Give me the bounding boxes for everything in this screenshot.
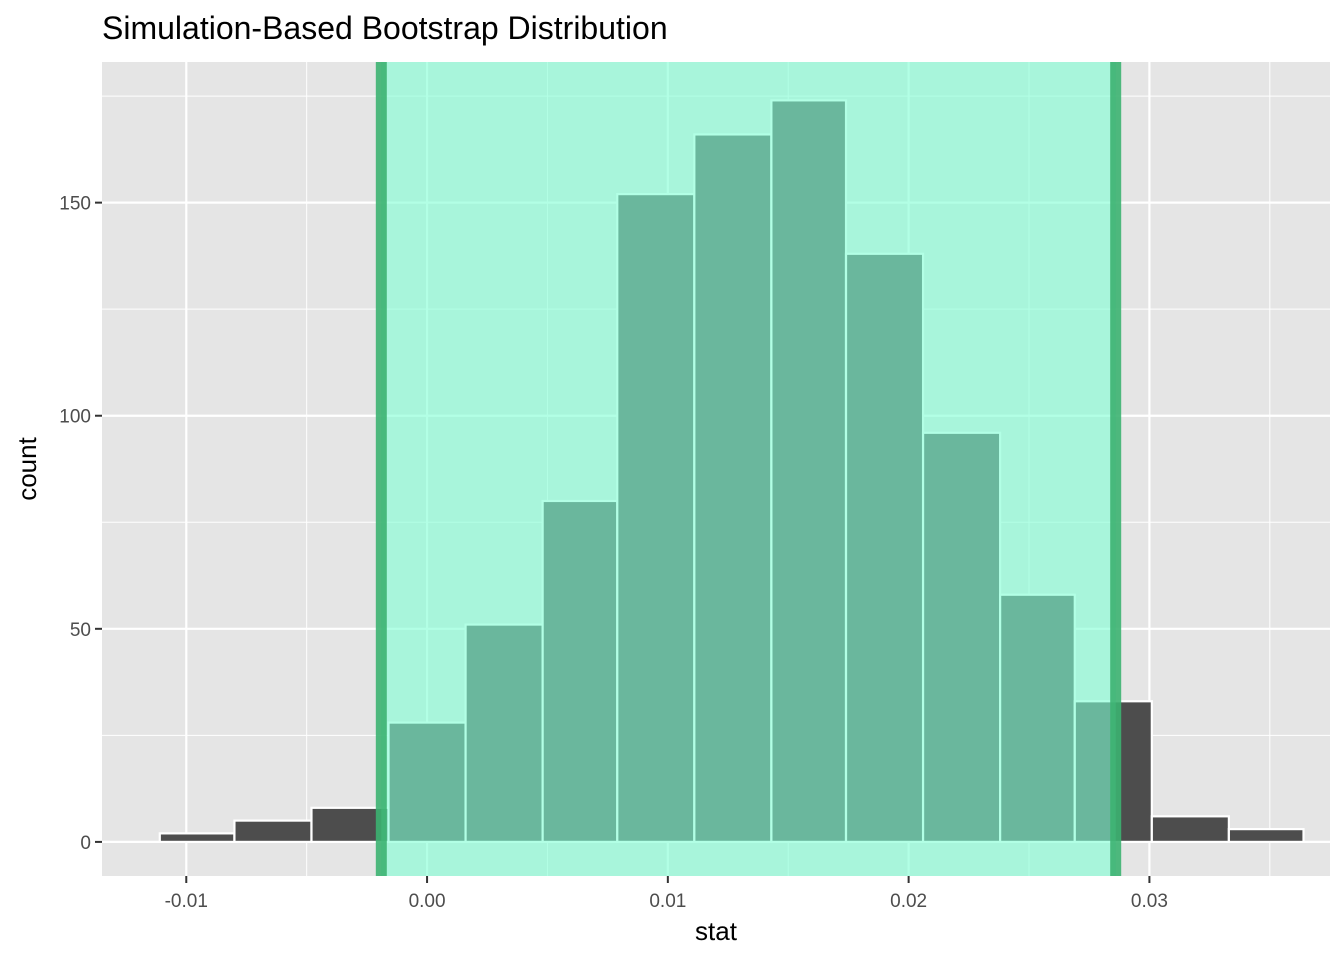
confidence-interval xyxy=(375,62,1122,876)
x-tick-label: -0.01 xyxy=(165,891,208,912)
x-tick-label: 0.01 xyxy=(649,891,686,912)
x-tick-label: 0.02 xyxy=(890,891,927,912)
histogram-bar-1 xyxy=(158,832,236,844)
x-axis-title: stat xyxy=(695,916,738,946)
y-tick-label: 150 xyxy=(59,194,91,215)
y-tick-label: 50 xyxy=(70,620,91,641)
y-tick-label: 0 xyxy=(80,833,91,854)
y-axis: 0 50 100 150 xyxy=(59,194,102,854)
histogram-bar-2 xyxy=(233,819,313,844)
y-axis-title: count xyxy=(12,436,42,500)
chart-title: Simulation-Based Bootstrap Distribution xyxy=(102,10,668,46)
histogram-bar-15 xyxy=(1227,828,1305,844)
x-tick-label: 0.03 xyxy=(1131,891,1168,912)
y-tick-label: 100 xyxy=(59,407,91,428)
x-tick-label: 0.00 xyxy=(409,891,446,912)
x-axis: -0.01 0.00 0.01 0.02 0.03 xyxy=(165,876,1168,912)
confidence-interval-shade xyxy=(381,62,1116,876)
histogram-bar-3 xyxy=(310,806,390,844)
histogram-bar-14 xyxy=(1150,815,1230,844)
